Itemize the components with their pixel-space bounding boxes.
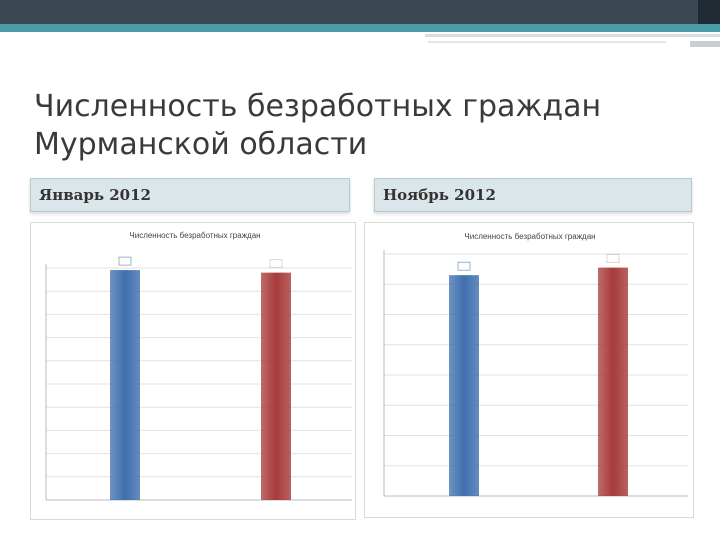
bar-january-1 [110,270,140,500]
chart-frame [364,222,694,518]
top-bar-corner [698,0,720,24]
bar-november-2 [598,267,628,496]
data-label-box [457,261,471,271]
chart-title: Численность безработных граждан [129,231,260,240]
slide-title: Численность безработных граждан Мурманск… [34,89,602,162]
decorative-rule [690,41,720,47]
chart-november: Численность безработных граждан [364,222,694,518]
decorative-rule [425,34,720,37]
top-bar [0,0,720,24]
panel-heading-november: Ноябрь 2012 [374,178,692,212]
data-label-box [269,259,283,268]
data-label-box [606,254,620,263]
chart-title: Численность безработных граждан [464,232,595,241]
data-label-box [118,256,132,266]
chart-november-svg: Численность безработных граждан [364,222,694,518]
bar-november-1 [449,275,479,496]
panel-heading-january: Январь 2012 [30,178,350,212]
chart-january: Численность безработных граждан [30,222,356,520]
chart-january-svg: Численность безработных граждан [30,222,356,520]
chart-frame [30,222,356,520]
bar-january-2 [261,272,291,500]
accent-stripe [0,24,720,32]
decorative-rule [428,41,666,43]
